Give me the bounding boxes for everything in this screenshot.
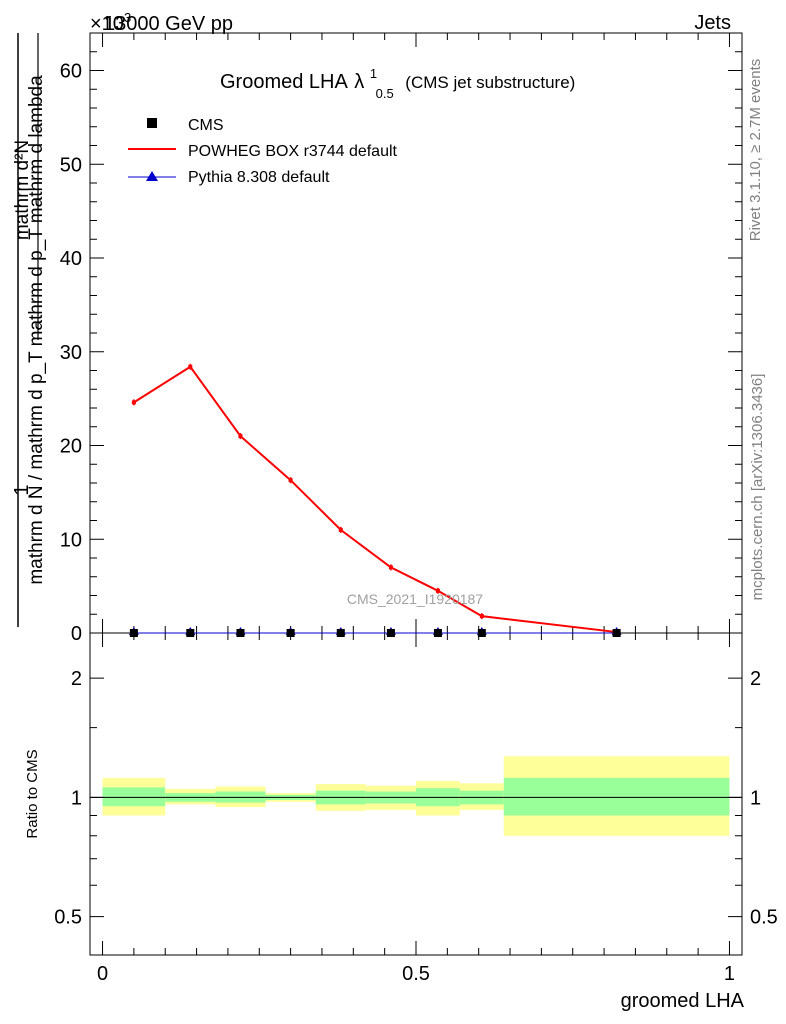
legend-label-pythia: Pythia 8.308 default: [188, 169, 330, 186]
main-y-tick-label: 30: [60, 342, 82, 364]
cms-data-point: [433, 629, 442, 637]
chart-title-suffix: (CMS jet substructure): [405, 73, 575, 92]
y-label-one: 1: [11, 484, 33, 495]
main-y-axis: 0 10 20 30 40 50 60: [60, 32, 742, 645]
ratio-y-tick-label: 0.5: [54, 907, 82, 929]
y-label-numerator: mathrm d²N: [12, 140, 33, 240]
ratio-y-tick-label-right: 1: [750, 787, 761, 809]
cms-data-point: [186, 629, 195, 637]
ratio-y-tick-label: 1: [71, 787, 82, 809]
chart-title-sub: 0.5: [376, 86, 394, 101]
main-y-tick-label: 0: [71, 623, 82, 645]
main-y-tick-label: 60: [60, 61, 82, 83]
rivet-label: Rivet 3.1.10, ≥ 2.7M events: [747, 59, 764, 242]
legend: CMS POWHEG BOX r3744 default Pythia 8.30…: [128, 117, 398, 186]
powheg-point: [388, 565, 393, 570]
y-label-denominator: mathrm d N / mathrm d p_T mathrm d p_T m…: [26, 75, 47, 585]
chart-title-text: Groomed LHA: [220, 71, 348, 93]
ratio-axes: 0.5 0.5 1 1 2 2 0 0.5 1: [54, 633, 778, 985]
x-axis-label: groomed LHA: [621, 990, 745, 1012]
main-y-tick-label: 50: [60, 154, 82, 176]
powheg-point: [338, 527, 343, 532]
main-series-group: [128, 363, 622, 637]
chart-title-symbol: λ: [354, 71, 364, 93]
energy-label: 13000 GeV pp: [104, 13, 233, 35]
exponent-label: ×103: [90, 10, 131, 35]
chart-title-sup: 1: [370, 66, 377, 81]
ratio-bands: [102, 756, 730, 836]
x-tick-label: 0.5: [402, 963, 430, 985]
ratio-y-tick-label-right: 0.5: [750, 907, 778, 929]
legend-marker-cms: [147, 118, 157, 128]
legend-marker-pythia: [146, 171, 158, 181]
chart-title: Groomed LHA λ 1 0.5 (CMS jet substructur…: [220, 61, 575, 103]
powheg-point: [131, 400, 136, 405]
powheg-point: [238, 434, 243, 439]
powheg-point: [479, 614, 484, 619]
cms-data-point: [236, 629, 245, 637]
main-y-tick-label: 10: [60, 529, 82, 551]
legend-label-cms: CMS: [188, 117, 224, 134]
powheg-point: [188, 364, 193, 369]
main-y-label: 1 mathrm d²N mathrm d N / mathrm d p_T m…: [11, 33, 47, 627]
category-label: Jets: [694, 12, 731, 34]
ratio-band-inner: [102, 787, 166, 807]
ratio-band-inner: [503, 777, 730, 816]
mcplots-label: mcplots.cern.ch [arXiv:1306.3436]: [749, 374, 766, 601]
analysis-watermark: CMS_2021_I1920187: [347, 591, 483, 607]
ratio-y-tick-label: 2: [71, 668, 82, 690]
cms-data-point: [336, 629, 345, 637]
main-y-tick-label: 20: [60, 436, 82, 458]
x-tick-label: 1: [724, 963, 735, 985]
ratio-y-label: Ratio to CMS: [24, 749, 41, 838]
cms-data-point: [612, 629, 621, 637]
main-y-tick-label: 40: [60, 248, 82, 270]
cms-data-point: [129, 629, 138, 637]
cms-data-point: [477, 629, 486, 637]
ratio-y-tick-label-right: 2: [750, 668, 761, 690]
powheg-point: [288, 478, 293, 483]
cms-data-point: [386, 629, 395, 637]
legend-label-powheg: POWHEG BOX r3744 default: [188, 143, 398, 160]
x-tick-label: 0: [97, 963, 108, 985]
cms-data-point: [286, 629, 295, 637]
powheg-point: [435, 588, 440, 593]
